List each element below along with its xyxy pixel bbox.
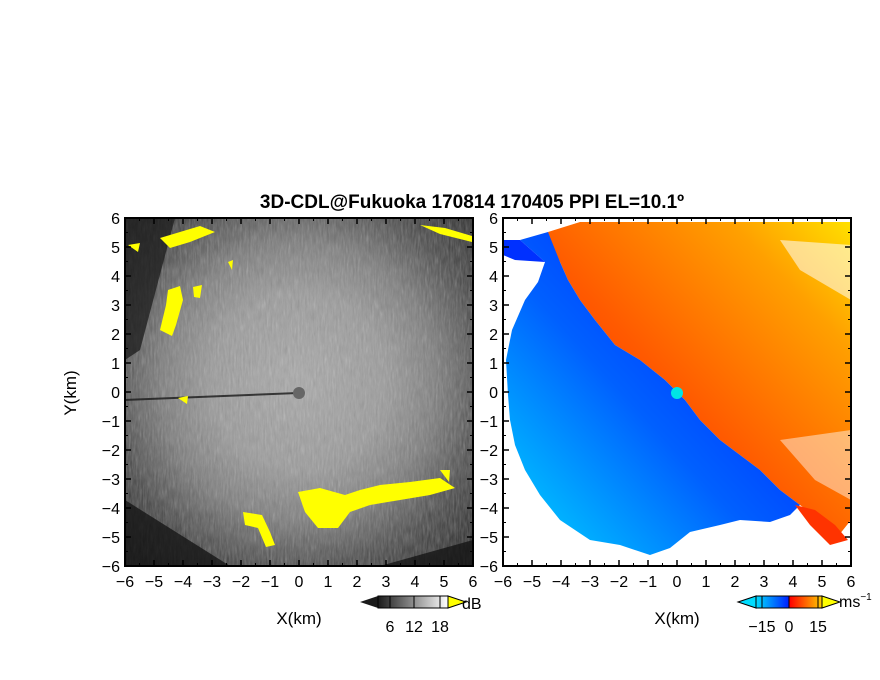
velocity-colorbar: −15 0 15 ms−1 [736,592,872,636]
y-tick-label: 5 [111,240,120,257]
y-tick-label: −4 [102,501,120,518]
y-tick-label: 6 [489,211,498,228]
y-tick-label: −3 [102,472,120,489]
right-panel: −6 −5 −4 −3 −2 −1 0 1 2 3 4 5 6 6 5 4 3 2 1 0 −1 −2 −3 −4 −5 −6 [480,211,856,591]
colorbar-tick-label: 6 [386,619,395,636]
y-tick-label: 2 [111,327,120,344]
x-tick-label: −4 [174,574,192,591]
x-tick-label: 6 [847,574,856,591]
x-tick-label: −6 [116,574,134,591]
y-tick-label: −4 [480,501,498,518]
y-axis-title: Y(km) [61,370,80,415]
radar-center-marker-velocity [671,387,683,399]
colorbar-tick-label: 12 [405,619,423,636]
x-tick-label: −2 [610,574,628,591]
y-tick-label: 3 [111,298,120,315]
y-tick-label: 1 [489,356,498,373]
radar-center-marker [293,387,305,399]
velocity-colorbar-ticks: −15 0 15 [748,596,827,636]
velocity-colorbar-unit: ms−1 [839,592,872,611]
y-tick-label: 3 [489,298,498,315]
right-axis-ticks: −6 −5 −4 −3 −2 −1 0 1 2 3 4 5 6 6 5 4 3 2 1 0 −1 −2 −3 −4 −5 −6 [480,211,856,591]
x-tick-label: 4 [789,574,798,591]
y-tick-label: 5 [489,240,498,257]
colorbar-tick-label: 15 [809,619,827,636]
velocity-unit-base: ms [839,594,860,611]
x-tick-label: 5 [818,574,827,591]
y-tick-label: −5 [102,530,120,547]
left-panel: −6 −5 −4 −3 −2 −1 0 1 2 3 4 5 6 6 5 4 3 2 1 0 −1 −2 −3 −4 −5 −6 [102,211,478,591]
x-tick-label: −3 [581,574,599,591]
x-tick-label: 0 [673,574,682,591]
y-tick-label: −1 [480,414,498,431]
x-tick-label: 3 [382,574,391,591]
y-tick-label: 0 [111,385,120,402]
yellow-echo-regions [128,225,472,547]
y-tick-label: −3 [480,472,498,489]
x-tick-label: 0 [295,574,304,591]
reflectivity-colorbar-ticks: 6 12 18 [386,596,449,636]
y-tick-label: −2 [102,443,120,460]
figure-title: 3D-CDL@Fukuoka 170814 170405 PPI EL=10.1… [260,192,684,213]
x-tick-label: 2 [353,574,362,591]
x-tick-label: 4 [411,574,420,591]
colorbar-tick-label: 0 [785,619,794,636]
x-tick-label: −5 [523,574,541,591]
y-tick-label: 0 [489,385,498,402]
x-tick-label: −2 [232,574,250,591]
x-tick-label: −4 [552,574,570,591]
y-tick-label: 2 [489,327,498,344]
x-tick-label: −5 [145,574,163,591]
x-tick-label: −3 [203,574,221,591]
y-tick-label: −6 [480,559,498,576]
velocity-unit-exponent: −1 [860,592,872,603]
y-tick-label: −6 [102,559,120,576]
x-tick-label: −6 [494,574,512,591]
colorbar-tick-label: −15 [748,619,775,636]
y-tick-label: −2 [480,443,498,460]
right-x-axis-title: X(km) [654,609,699,628]
x-tick-label: −1 [261,574,279,591]
y-tick-label: 6 [111,211,120,228]
y-tick-label: −1 [102,414,120,431]
x-tick-label: 6 [469,574,478,591]
x-tick-label: 1 [702,574,711,591]
y-tick-label: 4 [489,269,498,286]
y-tick-label: −5 [480,530,498,547]
reflectivity-colorbar: 6 12 18 dB [360,595,482,636]
velocity-image [503,218,851,566]
x-tick-label: 1 [324,574,333,591]
x-tick-label: 2 [731,574,740,591]
y-tick-label: 4 [111,269,120,286]
x-tick-label: −1 [639,574,657,591]
reflectivity-colorbar-unit: dB [462,596,482,613]
x-tick-label: 5 [440,574,449,591]
x-tick-label: 3 [760,574,769,591]
colorbar-tick-label: 18 [431,619,449,636]
y-tick-label: 1 [111,356,120,373]
left-x-axis-title: X(km) [276,609,321,628]
left-axis-ticks: −6 −5 −4 −3 −2 −1 0 1 2 3 4 5 6 6 5 4 3 2 1 0 −1 −2 −3 −4 −5 −6 [102,211,478,591]
